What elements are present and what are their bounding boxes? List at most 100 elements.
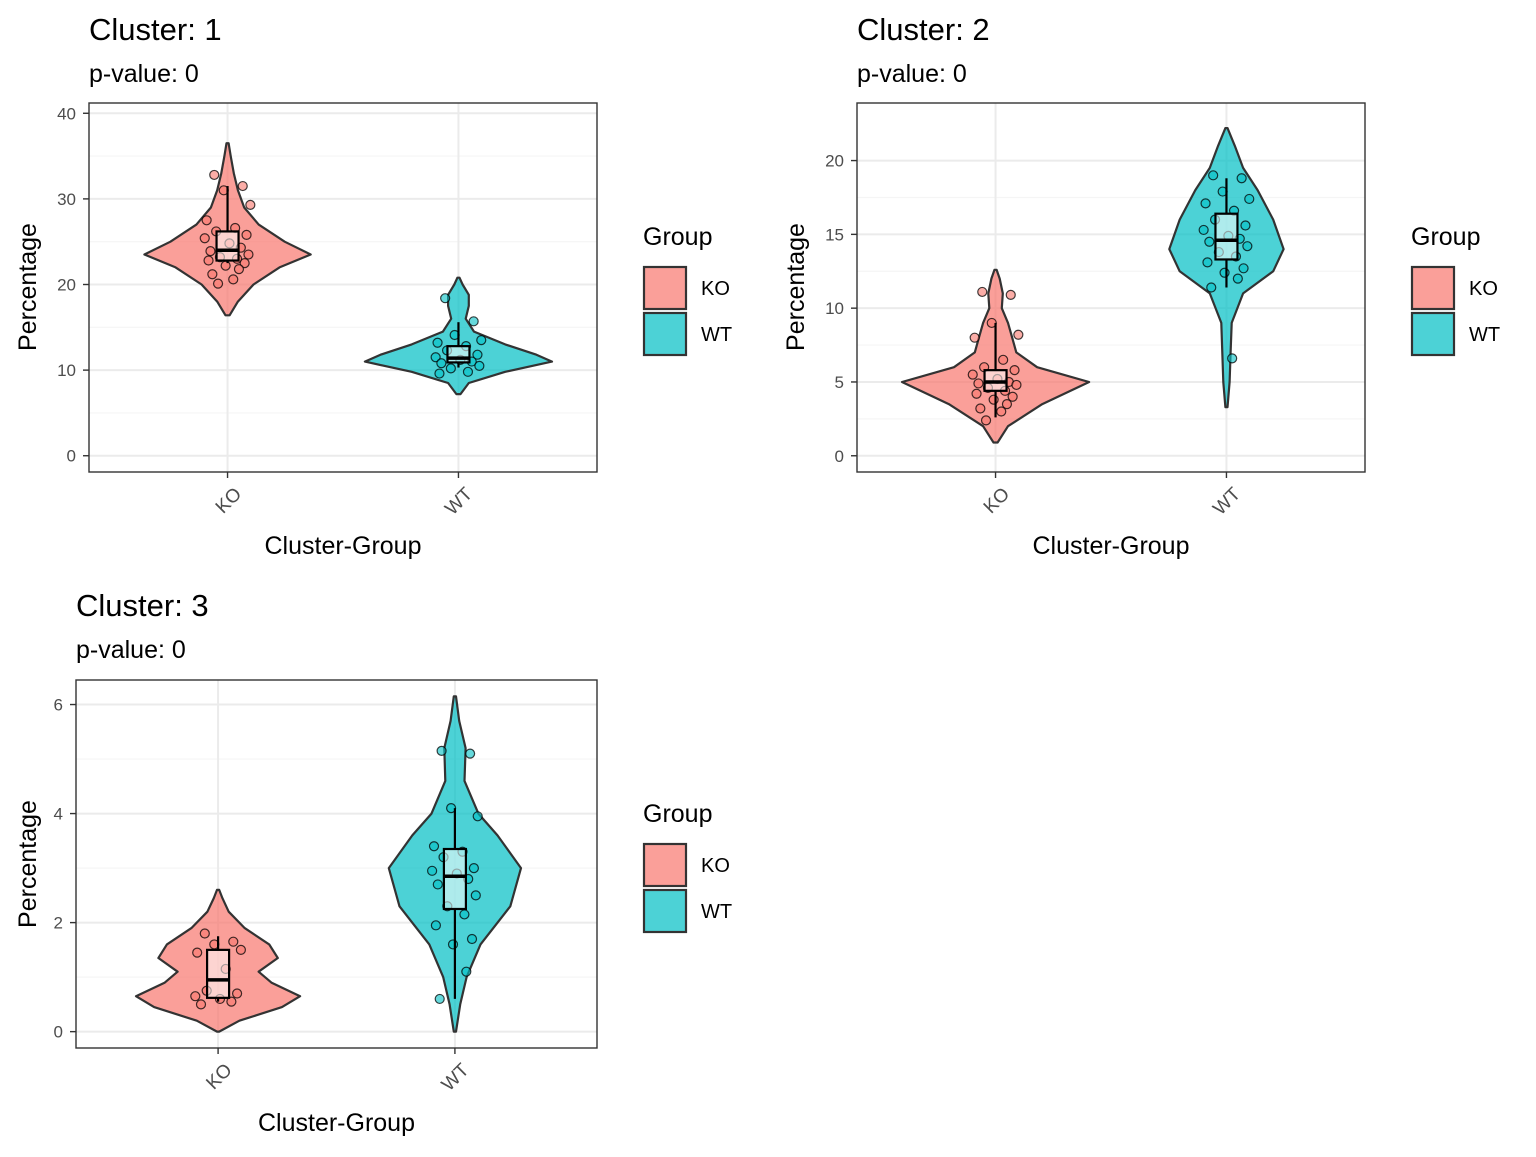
data-point — [434, 993, 445, 1005]
legend-title: Group — [643, 800, 712, 828]
violin-group-wt — [363, 276, 554, 396]
legend-key-wt — [642, 888, 688, 934]
data-point — [220, 260, 231, 271]
data-point — [226, 996, 237, 1007]
box-iqr — [1214, 212, 1239, 261]
box-iqr — [446, 345, 471, 364]
data-point — [468, 316, 479, 327]
data-point — [205, 246, 216, 257]
y-tick-label: 20 — [825, 152, 844, 171]
x-axis-label: Cluster-Group — [258, 1109, 415, 1137]
legend-label-wt: WT — [1469, 324, 1500, 346]
chart-title: Cluster: 3 — [76, 588, 209, 623]
x-tick-label: KO — [202, 1060, 236, 1094]
data-point — [209, 169, 220, 181]
data-point — [243, 249, 254, 260]
x-tick-label: KO — [980, 484, 1014, 518]
data-point — [975, 403, 986, 414]
panel-border — [856, 102, 1366, 473]
legend: Group KO WT — [642, 800, 732, 934]
x-axis-label: Cluster-Group — [265, 532, 422, 560]
legend-label-wt: WT — [701, 901, 732, 923]
data-point — [195, 999, 207, 1010]
data-point — [1219, 267, 1230, 278]
y-tick-label: 10 — [825, 299, 844, 318]
data-point — [445, 363, 456, 374]
data-point — [241, 229, 252, 240]
data-point — [228, 274, 239, 285]
y-tick-label: 20 — [57, 276, 76, 295]
data-point — [1227, 353, 1238, 364]
data-point — [1001, 399, 1013, 410]
data-point — [212, 278, 224, 289]
data-point — [998, 354, 1009, 365]
data-point — [1202, 257, 1213, 268]
data-point — [447, 939, 459, 950]
data-point — [233, 263, 245, 275]
data-point — [190, 991, 201, 1002]
data-point — [432, 337, 443, 348]
panel-background — [857, 103, 1365, 472]
data-point — [472, 349, 483, 360]
chart-title: Cluster: 2 — [857, 12, 990, 47]
data-point — [245, 199, 256, 210]
data-point — [969, 332, 980, 343]
data-point — [1238, 263, 1249, 274]
data-point — [237, 180, 248, 192]
panel-border — [75, 679, 598, 1049]
legend-key-ko — [642, 265, 688, 311]
y-tick-label: 40 — [57, 104, 76, 123]
data-point — [1206, 282, 1217, 293]
y-tick-label: 10 — [57, 361, 76, 380]
data-point — [231, 988, 243, 999]
data-point — [1009, 365, 1020, 376]
data-point — [1242, 241, 1253, 252]
x-tick-label: WT — [1209, 483, 1245, 519]
x-axis-label: Cluster-Group — [1033, 532, 1190, 560]
data-point — [436, 745, 447, 756]
data-point — [967, 369, 978, 380]
data-point — [192, 947, 203, 958]
panel-cluster-1: 0 10 20 30 40 KO WT Cluster: 1 p-value: 0 Cluster… — [14, 12, 732, 560]
y-tick-label: 0 — [835, 447, 844, 466]
box-iqr — [442, 847, 468, 911]
data-point — [199, 233, 210, 244]
y-tick-label: 0 — [67, 447, 76, 466]
violin-group-wt — [1168, 127, 1285, 409]
data-point — [235, 944, 246, 955]
chart-subtitle: p-value: 0 — [89, 60, 199, 88]
data-point — [474, 360, 485, 371]
violin-group-ko — [134, 888, 302, 1033]
panel-background — [89, 103, 597, 472]
data-point — [462, 366, 474, 377]
chart-subtitle: p-value: 0 — [76, 636, 186, 664]
data-point — [1200, 198, 1211, 209]
box-iqr — [215, 230, 240, 262]
legend-key-wt — [1410, 311, 1456, 357]
box-iqr — [205, 948, 231, 999]
legend-label-ko: KO — [1469, 278, 1498, 300]
y-tick-label: 4 — [54, 805, 63, 824]
legend: Group KO WT — [1410, 223, 1500, 357]
data-point — [988, 394, 999, 405]
chart-subtitle: p-value: 0 — [857, 60, 967, 88]
data-point — [1240, 220, 1251, 231]
violin-group-ko — [900, 268, 1091, 444]
data-point — [466, 933, 478, 945]
data-point — [1244, 193, 1255, 205]
data-point — [440, 293, 451, 304]
data-point — [1007, 391, 1018, 402]
data-point — [1011, 379, 1022, 391]
data-point — [461, 966, 472, 977]
data-point — [1198, 224, 1209, 236]
y-axis-label: Percentage — [14, 800, 42, 928]
data-point — [207, 269, 218, 280]
legend-label-wt: WT — [701, 324, 732, 346]
violin-group-wt — [387, 695, 523, 1033]
x-tick-label: WT — [438, 1059, 474, 1095]
data-point — [432, 879, 443, 890]
data-point — [971, 388, 982, 399]
data-point — [1232, 273, 1243, 284]
y-tick-label: 5 — [835, 373, 844, 392]
